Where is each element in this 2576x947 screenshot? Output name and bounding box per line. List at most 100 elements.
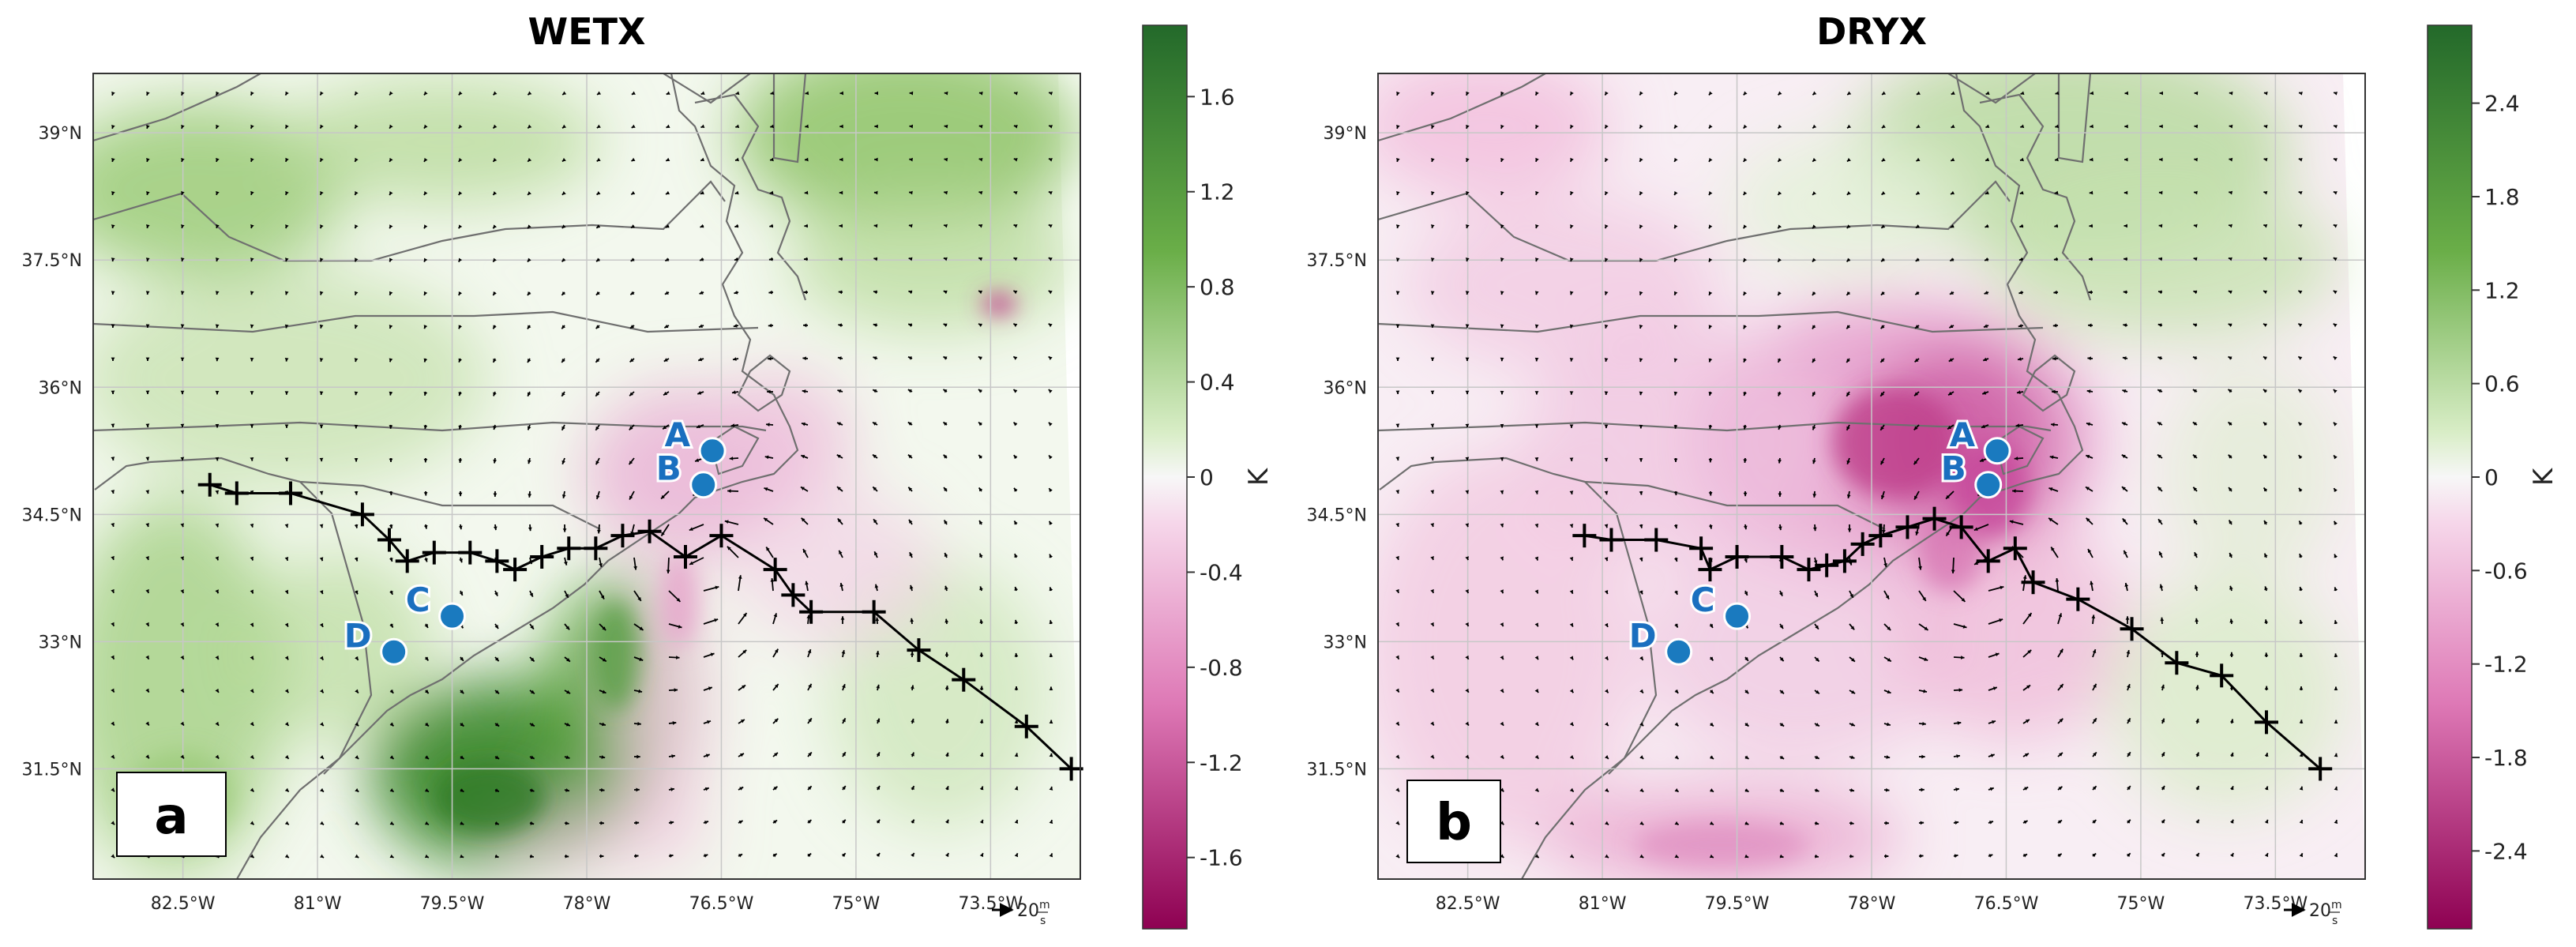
wind-vector-head xyxy=(1430,556,1434,560)
wind-vector-head xyxy=(978,454,983,459)
wind-vector-head xyxy=(111,423,115,427)
wind-vector-head xyxy=(460,854,464,859)
wind-vector-head xyxy=(595,495,600,499)
wind-vector-head xyxy=(1014,554,1018,558)
state-borders xyxy=(1378,73,2092,879)
wind-vector-head xyxy=(1846,191,1851,195)
storm-track-marker xyxy=(1698,558,1722,582)
wind-vector-head xyxy=(565,788,570,792)
wind-vector-head xyxy=(636,754,640,759)
wind-vector-head xyxy=(1743,492,1748,497)
wind-vector-head xyxy=(2228,454,2232,459)
wind-vector-head xyxy=(2158,224,2163,228)
wind-vector-head xyxy=(389,291,393,295)
wind-vector-head xyxy=(734,190,739,195)
x-tick-label: 75°W xyxy=(832,894,881,914)
wind-vector-head xyxy=(215,523,220,528)
wind-vector-head xyxy=(698,357,703,362)
wind-vector-head xyxy=(1639,91,1643,96)
wind-vector-head xyxy=(944,719,949,723)
wind-vector-head xyxy=(773,786,778,791)
y-tick-label: 36°N xyxy=(1324,378,1367,398)
wind-vector-head xyxy=(2194,584,2199,589)
wind-vector-head xyxy=(695,458,700,462)
wind-vector-head xyxy=(739,753,744,757)
wind-vector-head xyxy=(1500,390,1504,395)
wind-vector-head xyxy=(423,325,428,329)
wind-vector-head xyxy=(111,821,115,825)
wind-vector-head xyxy=(1674,854,1679,858)
wind-vector-head xyxy=(774,684,779,688)
storm-track-marker xyxy=(1895,515,1920,539)
wind-vector-head xyxy=(1913,460,1918,465)
storm-track-marker xyxy=(763,558,787,582)
wind-vector-head xyxy=(530,723,535,727)
wind-vector-head xyxy=(1049,653,1053,657)
wind-vector-head xyxy=(493,124,498,129)
wind-vector-head xyxy=(1395,754,1399,759)
wind-vector-head xyxy=(1886,755,1891,759)
wind-vector-head xyxy=(2121,487,2126,490)
wind-vector-head xyxy=(1013,191,1018,195)
wind-vector-head xyxy=(2018,290,2023,295)
wind-vector-head xyxy=(1983,324,1988,328)
wind-vector-head xyxy=(1815,625,1819,629)
wind-vector-head xyxy=(528,224,531,229)
wind-vector-head xyxy=(1500,523,1504,528)
wind-vector-head xyxy=(2090,157,2093,162)
wind-vector-head xyxy=(1500,457,1504,461)
wind-vector-head xyxy=(601,755,606,759)
wind-vector-head xyxy=(2230,752,2234,757)
wind-vector-head xyxy=(2299,91,2303,96)
wind-vector-head xyxy=(2228,323,2232,328)
wind-vector-head xyxy=(530,625,534,629)
wind-vector-head xyxy=(2088,290,2092,295)
storm-track-marker xyxy=(1868,524,1893,548)
wind-vector-head xyxy=(803,323,807,328)
wind-vector-head xyxy=(2229,553,2233,558)
wind-vector-head xyxy=(1956,754,1960,758)
wind-vector-head xyxy=(1395,688,1399,693)
wind-vector-head xyxy=(2263,224,2268,228)
wind-vector-head xyxy=(2090,124,2093,129)
wind-vector-head xyxy=(111,655,115,660)
wind-vector-head xyxy=(1395,821,1400,825)
wind-vector-head xyxy=(2023,820,2028,825)
wind-vector-head xyxy=(764,517,768,522)
wind-vector-head xyxy=(1881,257,1886,262)
wind-vector-head xyxy=(145,754,149,759)
wind-vector-head xyxy=(1570,124,1574,129)
wind-vector-head xyxy=(528,494,532,498)
wind-vector-head xyxy=(215,622,219,627)
location-label-d: D xyxy=(1629,616,1657,655)
colorbar-tick-label: 0 xyxy=(1200,464,1214,490)
wind-vector-head xyxy=(801,454,805,459)
wind-vector-head xyxy=(2194,519,2198,524)
wind-vector-head xyxy=(2158,519,2162,524)
wind-vector-head xyxy=(2124,257,2127,261)
wind-vector-head xyxy=(145,291,150,295)
storm-track-marker xyxy=(1572,524,1597,548)
wind-vector-head xyxy=(839,124,843,129)
wind-vector-head xyxy=(1605,755,1609,759)
wind-vector-head xyxy=(2027,649,2032,654)
colorbar-tick-label: -0.6 xyxy=(2484,558,2528,584)
wind-vector-head xyxy=(666,190,670,195)
wind-vector-head xyxy=(2263,323,2268,328)
wind-vector-head xyxy=(423,524,428,529)
wind-vector-head xyxy=(389,425,393,429)
wind-vector-head xyxy=(1962,625,1967,629)
wind-vector-head xyxy=(1500,224,1504,228)
wind-vector-head xyxy=(355,689,359,693)
wind-vector-head xyxy=(1990,753,1995,757)
wind-vector-head xyxy=(2124,190,2128,195)
wind-vector-head xyxy=(319,622,324,627)
wind-vector-head xyxy=(2054,224,2059,228)
wind-vector-head xyxy=(2230,786,2234,791)
wind-vector-head xyxy=(661,532,665,536)
wind-vector-head xyxy=(458,191,463,196)
wind-vector-head xyxy=(2333,356,2338,361)
wind-vector-head xyxy=(250,556,254,561)
wind-vector-head xyxy=(1813,560,1818,565)
wind-vector-head xyxy=(1887,722,1891,727)
